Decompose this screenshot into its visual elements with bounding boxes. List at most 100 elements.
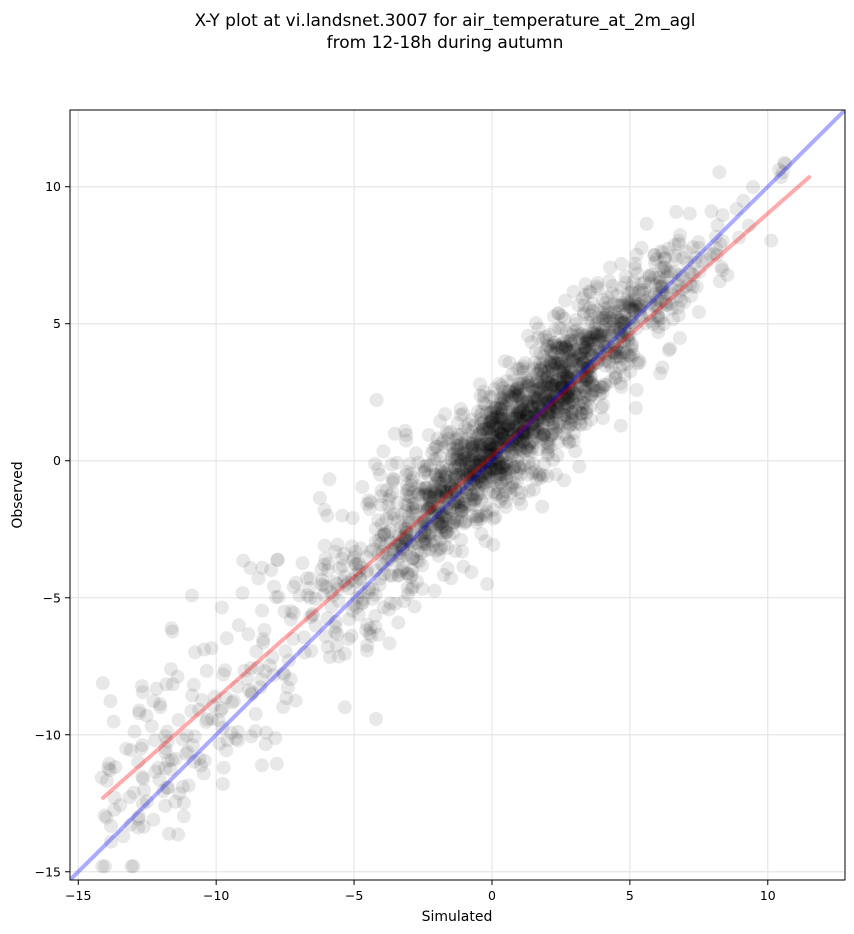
scatter-point <box>512 412 527 426</box>
scatter-point <box>671 273 686 288</box>
scatter-point <box>624 302 639 317</box>
scatter-point <box>574 377 589 392</box>
scatter-point <box>116 829 131 844</box>
scatter-point <box>580 334 595 348</box>
scatter-point <box>469 515 484 530</box>
scatter-point <box>134 741 149 756</box>
scatter-point <box>459 444 474 459</box>
scatter-point <box>544 428 559 443</box>
scatter-point <box>442 437 457 452</box>
scatter-point <box>418 534 432 549</box>
scatter-point <box>473 408 488 422</box>
scatter-point <box>519 409 534 424</box>
scatter-point <box>471 455 486 470</box>
scatter-point <box>475 468 490 483</box>
scatter-point <box>426 538 441 553</box>
scatter-point <box>494 410 509 425</box>
scatter-point <box>561 390 576 405</box>
scatter-point <box>447 470 462 485</box>
scatter-point <box>510 453 525 468</box>
scatter-point <box>551 395 566 410</box>
scatter-point <box>549 467 564 482</box>
scatter-point <box>490 486 505 501</box>
scatter-point <box>655 360 670 375</box>
scatter-point <box>575 395 590 410</box>
scatter-point <box>483 461 498 476</box>
scatter-point <box>644 267 659 282</box>
scatter-point <box>521 399 536 413</box>
scatter-point <box>460 439 475 454</box>
scatter-point <box>673 293 688 308</box>
scatter-point <box>501 433 516 448</box>
scatter-point <box>513 442 528 457</box>
scatter-point <box>513 467 528 482</box>
scatter-point <box>478 436 492 451</box>
scatter-point <box>270 553 285 568</box>
scatter-point <box>499 455 514 470</box>
scatter-point <box>585 326 600 341</box>
scatter-point <box>503 389 518 404</box>
scatter-point <box>529 472 544 487</box>
scatter-point <box>465 453 480 468</box>
scatter-point <box>506 427 521 442</box>
scatter-point <box>417 481 432 496</box>
scatter-point <box>554 381 569 396</box>
scatter-point <box>581 361 596 376</box>
scatter-point <box>492 413 506 428</box>
scatter-point <box>470 438 485 453</box>
scatter-point <box>158 741 173 756</box>
scatter-point <box>621 295 636 310</box>
scatter-point <box>527 407 542 422</box>
scatter-point <box>558 340 573 355</box>
scatter-point <box>579 406 593 421</box>
scatter-point <box>360 497 375 511</box>
scatter-point <box>344 539 359 554</box>
scatter-point <box>468 492 483 507</box>
chart-title: X-Y plot at vi.landsnet.3007 for air_tem… <box>194 11 695 53</box>
scatter-point <box>578 383 593 398</box>
scatter-point <box>477 384 491 399</box>
scatter-point <box>583 399 598 414</box>
scatter-point <box>453 408 468 422</box>
scatter-point <box>612 360 627 375</box>
scatter-point <box>440 475 455 490</box>
scatter-point <box>621 327 635 342</box>
scatter-point <box>474 508 489 523</box>
scatter-point <box>459 482 474 497</box>
scatter-point <box>773 170 788 185</box>
scatter-point <box>552 389 567 404</box>
scatter-point <box>544 395 559 410</box>
scatter-point <box>552 321 567 336</box>
scatter-point <box>653 366 668 381</box>
scatter-point <box>464 477 478 492</box>
scatter-point <box>464 498 479 513</box>
scatter-point <box>544 380 559 395</box>
scatter-point <box>340 575 355 590</box>
scatter-point <box>575 355 590 370</box>
scatter-point <box>684 289 698 303</box>
scatter-point <box>502 384 517 398</box>
scatter-point <box>474 438 489 453</box>
scatter-point <box>545 366 560 381</box>
scatter-point <box>560 432 575 446</box>
scatter-point <box>420 458 435 473</box>
scatter-point <box>509 385 524 400</box>
scatter-point <box>550 340 565 355</box>
scatter-point <box>607 323 622 338</box>
scatter-point <box>500 388 515 402</box>
scatter-point <box>561 343 576 357</box>
scatter-point <box>502 355 517 370</box>
scatter-point <box>535 379 550 394</box>
scatter-point <box>368 563 383 578</box>
scatter-point <box>391 615 406 630</box>
scatter-point <box>635 276 649 291</box>
scatter-point <box>482 463 497 478</box>
scatter-point <box>164 621 179 636</box>
scatter-point <box>488 449 503 464</box>
scatter-point <box>706 246 721 261</box>
scatter-point <box>549 426 564 441</box>
scatter-point <box>543 343 558 358</box>
scatter-point <box>402 456 417 471</box>
scatter-point <box>374 489 389 504</box>
scatter-point <box>416 529 431 544</box>
